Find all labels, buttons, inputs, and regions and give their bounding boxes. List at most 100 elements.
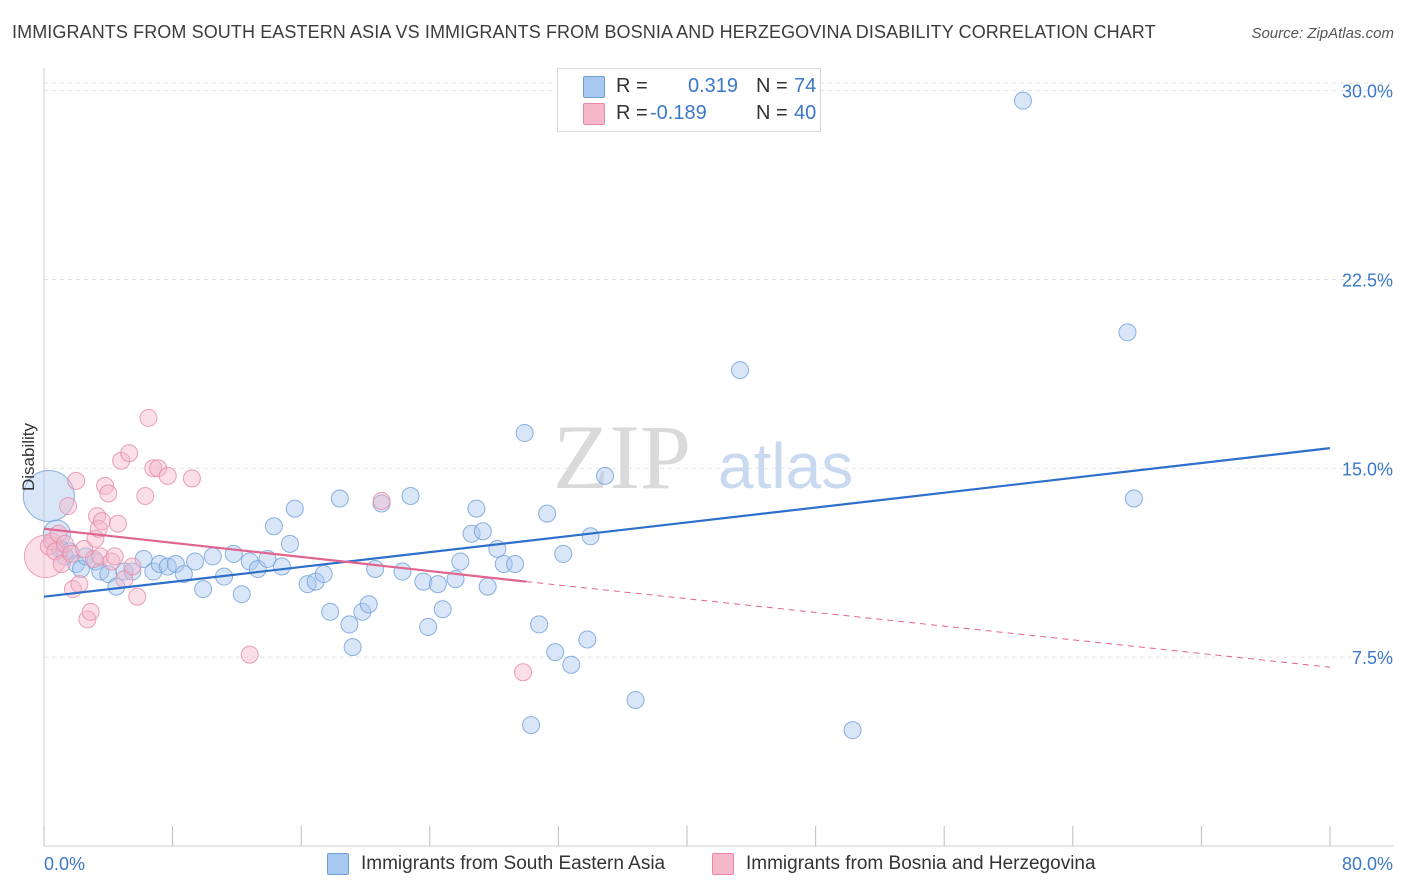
point-bosnia — [75, 539, 94, 558]
legend-swatch-blue — [583, 76, 605, 98]
point-south-eastern-asia — [264, 517, 283, 536]
point-bosnia — [91, 547, 110, 566]
point-south-eastern-asia — [174, 565, 193, 584]
point-bosnia — [372, 492, 391, 511]
point-south-eastern-asia — [731, 361, 750, 380]
point-south-eastern-asia — [401, 486, 420, 505]
point-bosnia — [120, 444, 139, 463]
y-tick-label: 30.0% — [1342, 82, 1393, 102]
point-south-eastern-asia — [340, 615, 359, 634]
stats-legend: R = 0.319 N = 74 R = -0.189 N = 40 — [557, 68, 821, 132]
point-bosnia — [105, 547, 124, 566]
point-south-eastern-asia — [393, 562, 412, 581]
point-south-eastern-asia — [22, 469, 75, 522]
trend-line-blue — [43, 447, 1331, 598]
legend-r-label: R = — [616, 101, 648, 124]
point-south-eastern-asia — [478, 577, 497, 596]
point-south-eastern-asia — [433, 600, 452, 619]
legend-n-label: N = — [756, 101, 788, 124]
point-south-eastern-asia — [67, 554, 86, 573]
point-bosnia — [102, 552, 121, 571]
legend-n-value: 74 — [794, 74, 817, 97]
trend-lines — [43, 447, 1331, 668]
point-south-eastern-asia — [581, 527, 600, 546]
point-south-eastern-asia — [321, 602, 340, 621]
point-south-eastern-asia — [330, 489, 349, 508]
point-south-eastern-asia — [419, 617, 438, 636]
point-south-eastern-asia — [144, 562, 163, 581]
point-bosnia — [67, 471, 86, 490]
point-bosnia — [92, 512, 111, 531]
point-south-eastern-asia — [515, 424, 534, 443]
point-south-eastern-asia — [414, 572, 433, 591]
x-tick-label: 80.0% — [1342, 854, 1393, 874]
point-south-eastern-asia — [1124, 489, 1143, 508]
point-south-eastern-asia — [428, 575, 447, 594]
point-bosnia — [99, 484, 118, 503]
source-credit: Source: ZipAtlas.com — [1251, 25, 1394, 42]
y-axis-label: Disability — [19, 422, 38, 491]
point-south-eastern-asia — [280, 534, 299, 553]
point-south-eastern-asia — [232, 585, 251, 604]
legend-r-value: 0.319 — [688, 74, 739, 97]
legend-label-pink: Immigrants from Bosnia and Herzegovina — [746, 853, 1096, 874]
trend-line-pink — [43, 527, 527, 583]
tick-labels: 7.5% 15.0% 22.5% 30.0% 0.0% 80.0% Disability — [19, 82, 1393, 874]
point-south-eastern-asia — [596, 466, 615, 485]
point-south-eastern-asia — [467, 499, 486, 518]
point-south-eastern-asia — [554, 544, 573, 563]
point-south-eastern-asia — [186, 552, 205, 571]
legend-item-bosnia: Immigrants from Bosnia and Herzegovina — [712, 851, 1096, 877]
legend-label-blue: Immigrants from South Eastern Asia — [361, 853, 666, 874]
point-south-eastern-asia — [462, 524, 481, 543]
point-bosnia — [158, 466, 177, 485]
point-south-eastern-asia — [843, 721, 862, 740]
legend-item-south-eastern-asia: Immigrants from South Eastern Asia — [327, 851, 665, 877]
y-tick-label: 7.5% — [1352, 648, 1393, 668]
point-bosnia — [108, 514, 127, 533]
point-south-eastern-asia — [1118, 323, 1137, 342]
point-south-eastern-asia — [1013, 91, 1032, 110]
point-bosnia — [144, 459, 163, 478]
point-south-eastern-asia — [530, 615, 549, 634]
legend-swatch-pink — [583, 103, 605, 125]
point-south-eastern-asia — [343, 638, 362, 657]
point-south-eastern-asia — [272, 557, 291, 576]
watermark-atlas: atlas — [718, 430, 853, 502]
point-south-eastern-asia — [626, 690, 645, 709]
trend-line-pink-extension — [526, 581, 1331, 668]
point-south-eastern-asia — [562, 655, 581, 674]
point-south-eastern-asia — [578, 630, 597, 649]
point-south-eastern-asia — [522, 716, 541, 735]
point-south-eastern-asia — [366, 560, 385, 579]
chart-title: IMMIGRANTS FROM SOUTH EASTERN ASIA VS IM… — [12, 22, 1156, 42]
legend-n-label: N = — [756, 74, 788, 97]
watermark: ZIP atlas — [553, 406, 853, 508]
point-bosnia — [240, 645, 259, 664]
point-south-eastern-asia — [314, 565, 333, 584]
legend-n-value: 40 — [794, 101, 817, 124]
point-bosnia — [70, 575, 89, 594]
legend-r-label: R = — [616, 74, 648, 97]
point-bosnia — [182, 469, 201, 488]
point-bosnia — [139, 408, 158, 427]
y-tick-label: 22.5% — [1342, 270, 1393, 290]
gridlines — [44, 82, 1394, 658]
point-south-eastern-asia — [194, 580, 213, 599]
point-south-eastern-asia — [353, 602, 372, 621]
point-bosnia — [123, 557, 142, 576]
x-tick-label: 0.0% — [44, 854, 85, 874]
point-bosnia — [55, 534, 74, 553]
point-south-eastern-asia — [538, 504, 557, 523]
watermark-zip: ZIP — [553, 406, 691, 508]
point-south-eastern-asia — [203, 547, 222, 566]
point-south-eastern-asia — [505, 554, 524, 573]
point-bosnia — [136, 486, 155, 505]
point-south-eastern-asia — [451, 552, 470, 571]
point-bosnia — [52, 554, 71, 573]
axes — [43, 68, 1394, 847]
point-south-eastern-asia — [546, 643, 565, 662]
point-south-eastern-asia — [473, 522, 492, 541]
point-bosnia — [128, 587, 147, 606]
